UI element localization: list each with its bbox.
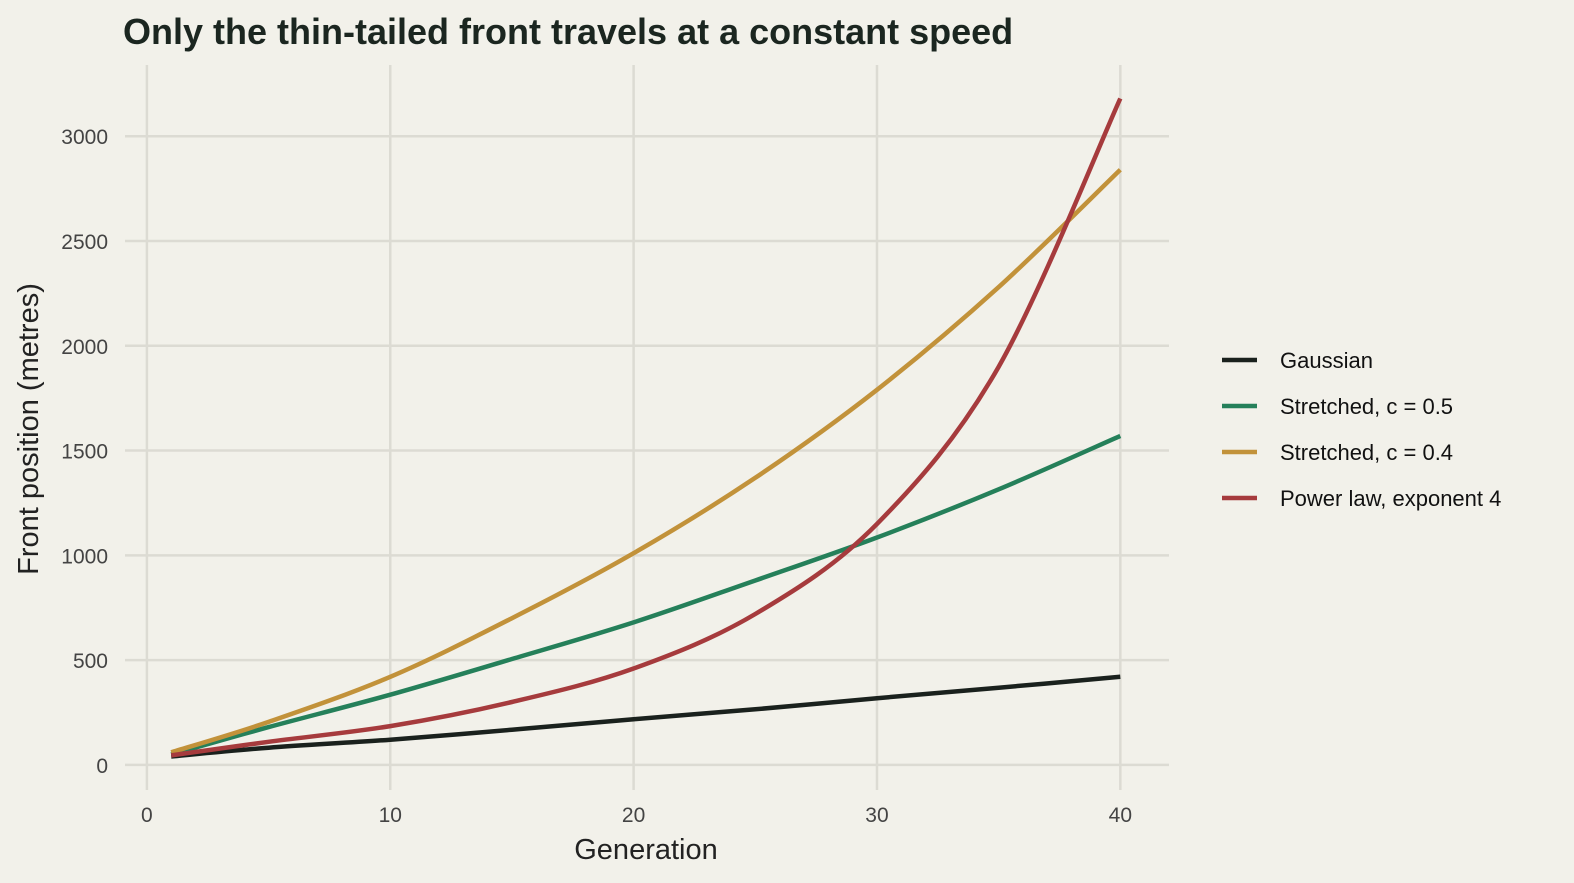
- series-line-power-law-exponent-4: [170, 97, 1123, 758]
- x-tick-label: 10: [379, 804, 402, 827]
- y-tick-label: 500: [73, 650, 108, 673]
- y-tick-label: 3000: [61, 126, 108, 149]
- series-line-stretched-c-0-4: [170, 168, 1122, 755]
- legend-label-power-law-exponent-4: Power law, exponent 4: [1280, 486, 1501, 511]
- series-lines: [170, 97, 1123, 759]
- y-tick-label: 1000: [61, 545, 108, 568]
- tick-labels: 0 10 20 30 40 0 500 1000 1500 2000 2500 3000: [61, 126, 1132, 827]
- x-axis-label: Generation: [574, 834, 718, 866]
- series-line-gaussian: [170, 674, 1121, 759]
- x-tick-label: 30: [865, 804, 888, 827]
- series-line-stretched-c-0-5: [170, 433, 1122, 757]
- x-tick-label: 0: [141, 804, 153, 827]
- chart-title: Only the thin-tailed front travels at a …: [123, 11, 1013, 52]
- legend: Gaussian Stretched, c = 0.5 Stretched, c =…: [1222, 348, 1501, 511]
- y-tick-label: 2500: [61, 231, 108, 254]
- y-tick-label: 0: [96, 755, 108, 778]
- legend-label-gaussian: Gaussian: [1280, 348, 1373, 373]
- y-axis-label: Front position (metres): [13, 283, 45, 575]
- x-tick-label: 20: [622, 804, 645, 827]
- y-tick-label: 1500: [61, 441, 108, 464]
- legend-label-stretched-c-0-4: Stretched, c = 0.4: [1280, 440, 1453, 465]
- x-tick-label: 40: [1109, 804, 1132, 827]
- grid-lines: [125, 65, 1169, 790]
- legend-label-stretched-c-0-5: Stretched, c = 0.5: [1280, 394, 1453, 419]
- y-tick-label: 2000: [61, 336, 108, 359]
